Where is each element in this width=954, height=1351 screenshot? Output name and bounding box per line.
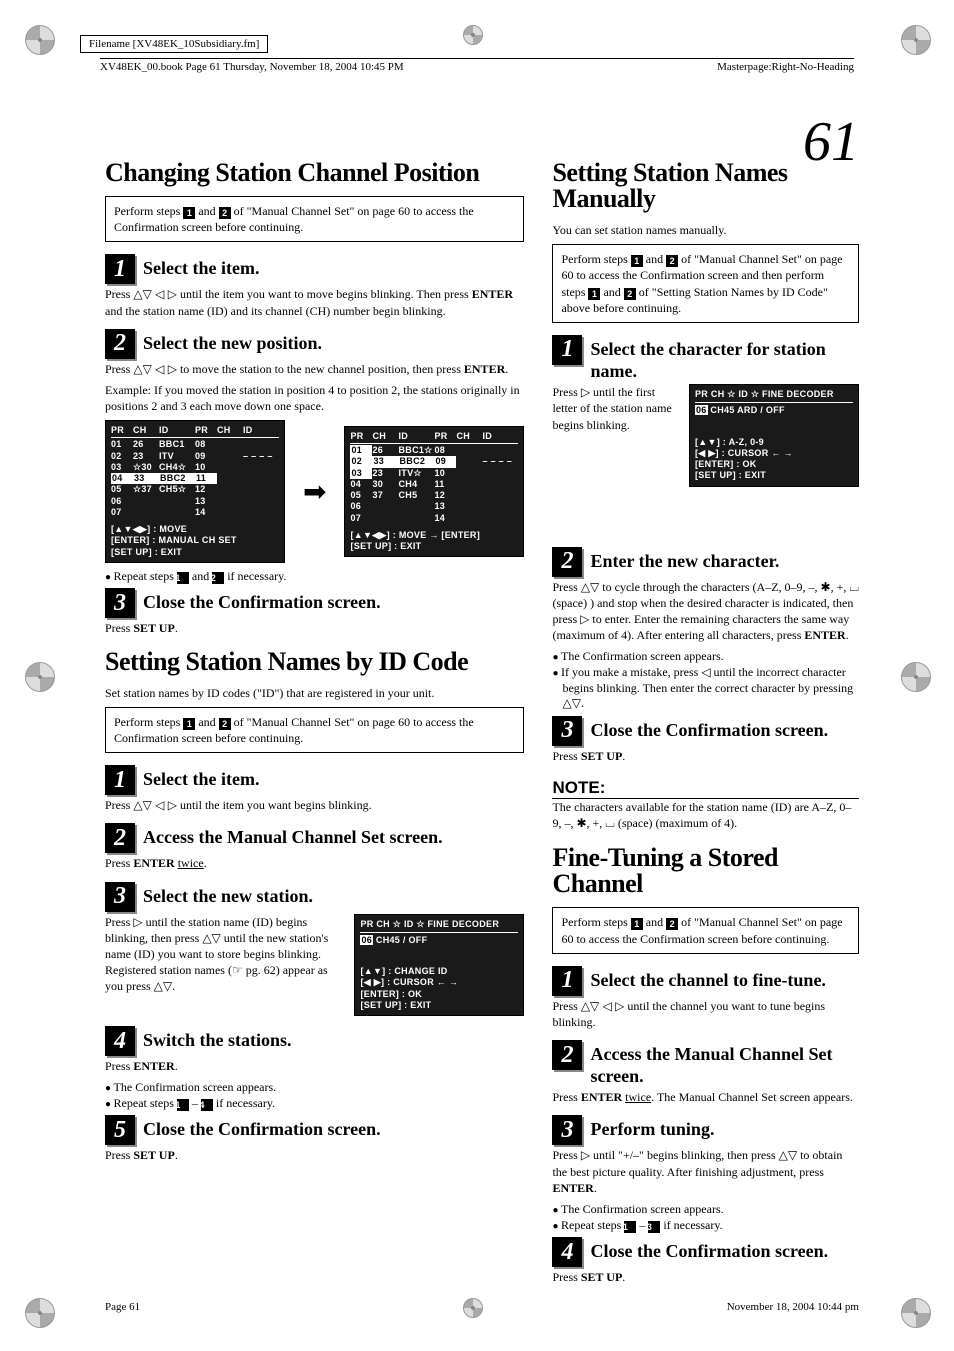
bullet-text: Repeat steps 1 – 4 if necessary. [105, 1096, 524, 1112]
filename-label: Filename [XV48EK_10Subsidiary.fm] [80, 35, 268, 53]
footer-right: November 18, 2004 10:44 pm [727, 1301, 859, 1313]
osd-footer: [ENTER] : OK [695, 459, 853, 470]
intro-text: Set station names by ID codes ("ID") tha… [105, 685, 524, 701]
osd-rest: CH45 / OFF [373, 935, 427, 945]
section-heading: Changing Station Channel Position [105, 160, 524, 186]
step-number-icon: 2 [105, 329, 135, 359]
step-title: Select the character for station name. [590, 335, 859, 382]
step-number-icon: 1 [552, 335, 582, 365]
step-body: Press SET UP. [105, 1147, 524, 1163]
step-body: Press SET UP. [105, 620, 524, 636]
step-title: Switch the stations. [143, 1026, 292, 1052]
osd-screen: PR CH ☆ ID ☆ FINE DECODER 06 CH45 ARD / … [689, 384, 859, 487]
bullet-text: The Confirmation screen appears. [552, 649, 859, 665]
step-number-icon: 2 [105, 823, 135, 853]
bullet-text: The Confirmation screen appears. [105, 1080, 524, 1096]
step-body: Press ENTER. [105, 1058, 524, 1074]
osd-footer: [▲▼] : A-Z, 0-9 [695, 437, 853, 448]
step-number-icon: 3 [105, 882, 135, 912]
bookline-right: Masterpage:Right-No-Heading [717, 61, 854, 73]
step-title: Access the Manual Channel Set screen. [590, 1040, 859, 1087]
osd-footer: [ENTER] : MANUAL CH SET [111, 535, 279, 546]
step-body: Press ENTER twice. The Manual Channel Se… [552, 1089, 859, 1105]
osd-footer: [SET UP] : EXIT [360, 1000, 518, 1011]
step-body: Press △▽ to cycle through the characters… [552, 579, 859, 644]
osd-footer: [◀ ▶] : CURSOR ← → [360, 977, 518, 988]
step-body: Press SET UP. [552, 1269, 859, 1285]
osd-footer: [ENTER] : OK [360, 989, 518, 1000]
step-title: Select the item. [143, 765, 259, 791]
step-body: Press △▽ ◁ ▷ until the item you want to … [105, 286, 524, 318]
intro-box: Perform steps 1 and 2 of "Manual Channel… [552, 907, 859, 953]
step-title: Close the Confirmation screen. [590, 716, 828, 742]
step-title: Close the Confirmation screen. [590, 1237, 828, 1263]
step-number-icon: 3 [552, 716, 582, 746]
step-body: Press ▷ until "+/–" begins blinking, the… [552, 1147, 859, 1196]
step-number-icon: 3 [552, 1115, 582, 1145]
intro-box: Perform steps 1 and 2 of "Manual Channel… [552, 244, 859, 323]
osd-footer: [▲▼◀▶] : MOVE → [ENTER] [350, 530, 518, 541]
step-body: Press ENTER twice. [105, 855, 524, 871]
osd-rest: CH45 ARD / OFF [708, 405, 785, 415]
step-title: Select the new station. [143, 882, 313, 908]
step-number-icon: 4 [552, 1237, 582, 1267]
step-body: Press △▽ ◁ ▷ to move the station to the … [105, 361, 524, 377]
section-heading: Setting Station Names by ID Code [105, 649, 524, 675]
step-title: Select the item. [143, 254, 259, 280]
bullet-text: Repeat steps 1 – 3 if necessary. [552, 1218, 859, 1234]
step-title: Perform tuning. [590, 1115, 714, 1141]
note-heading: NOTE: [552, 778, 859, 799]
bookline-left: XV48EK_00.book Page 61 Thursday, Novembe… [100, 61, 404, 73]
step-title: Select the new position. [143, 329, 322, 355]
intro-text: You can set station names manually. [552, 222, 859, 238]
osd-footer: [SET UP] : EXIT [695, 470, 853, 481]
step-number-icon: 4 [105, 1026, 135, 1056]
example-text: Example: If you moved the station in pos… [105, 383, 524, 414]
osd-line: PR CH ☆ ID ☆ FINE DECODER [360, 919, 518, 933]
step-number-icon: 5 [105, 1115, 135, 1145]
osd-footer: [SET UP] : EXIT [111, 547, 279, 558]
section-heading: Setting Station Names Manually [552, 160, 859, 212]
step-title: Access the Manual Channel Set screen. [143, 823, 443, 849]
step-body: Press △▽ ◁ ▷ until the item you want beg… [105, 797, 524, 813]
bullet-text: If you make a mistake, press ◁ until the… [552, 665, 859, 712]
step-number-icon: 2 [552, 1040, 582, 1070]
bullet-text: The Confirmation screen appears. [552, 1202, 859, 1218]
step-title: Enter the new character. [590, 547, 779, 573]
step-body: Press △▽ ◁ ▷ until the channel you want … [552, 998, 859, 1030]
left-column: Changing Station Channel Position Perfor… [105, 160, 524, 1291]
osd-footer: [▲▼◀▶] : MOVE [111, 524, 279, 535]
step-number-icon: 2 [552, 547, 582, 577]
osd-pr: 06 [695, 405, 708, 415]
osd-line: PR CH ☆ ID ☆ FINE DECODER [695, 389, 853, 403]
step-title: Close the Confirmation screen. [143, 1115, 381, 1141]
footer: Page 61 November 18, 2004 10:44 pm [105, 1301, 859, 1313]
step-body: Press SET UP. [552, 748, 859, 764]
osd-footer: [▲▼] : CHANGE ID [360, 966, 518, 977]
osd-screen: PRCHIDPRCHID 0126BBC1☆08 0233BBC209– – –… [344, 426, 524, 558]
osd-pr: 06 [360, 935, 373, 945]
section-heading: Fine-Tuning a Stored Channel [552, 845, 859, 897]
intro-box: Perform steps 1 and 2 of "Manual Channel… [105, 196, 524, 242]
osd-footer: [SET UP] : EXIT [350, 541, 518, 552]
arrow-right-icon: ➡ [303, 475, 326, 509]
intro-box: Perform steps 1 and 2 of "Manual Channel… [105, 707, 524, 753]
bookline: XV48EK_00.book Page 61 Thursday, Novembe… [100, 58, 854, 73]
osd-screen: PRCHIDPRCHID 0126BBC108 0223ITV09– – – –… [105, 420, 285, 563]
osd-footer: [◀ ▶] : CURSOR ← → [695, 448, 853, 459]
osd-pair: PRCHIDPRCHID 0126BBC108 0223ITV09– – – –… [105, 420, 524, 563]
note-body: The characters available for the station… [552, 799, 859, 831]
osd-screen: PR CH ☆ ID ☆ FINE DECODER 06 CH45 / OFF … [354, 914, 524, 1017]
step-number-icon: 1 [105, 765, 135, 795]
step-number-icon: 1 [552, 966, 582, 996]
right-column: Setting Station Names Manually You can s… [552, 160, 859, 1291]
step-number-icon: 1 [105, 254, 135, 284]
footer-left: Page 61 [105, 1301, 140, 1313]
step-number-icon: 3 [105, 588, 135, 618]
bullet-text: Repeat steps 1 and 2 if necessary. [105, 569, 524, 585]
step-title: Select the channel to fine-tune. [590, 966, 825, 992]
step-title: Close the Confirmation screen. [143, 588, 381, 614]
